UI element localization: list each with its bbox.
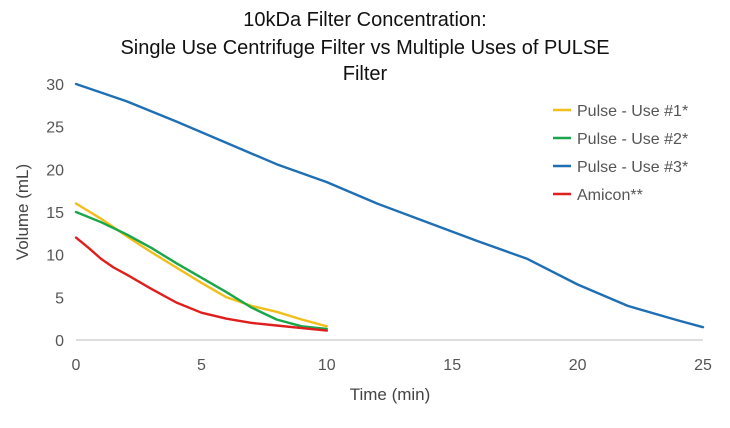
y-tick-label: 15 — [46, 205, 64, 222]
chart-title-line: Filter — [343, 63, 388, 85]
legend-label-1: Pulse - Use #1* — [577, 103, 688, 120]
y-tick-label: 25 — [46, 120, 64, 137]
y-tick-label: 5 — [55, 290, 64, 307]
x-axis-title: Time (min) — [350, 385, 431, 404]
series-line-4 — [74, 236, 328, 332]
y-tick-label: 30 — [46, 77, 64, 94]
y-tick-label: 20 — [46, 162, 64, 179]
x-tick-label: 20 — [569, 357, 587, 374]
chart-title-line: 10kDa Filter Concentration: — [243, 9, 486, 31]
chart-series — [74, 82, 705, 332]
y-tick-label: 0 — [55, 333, 64, 350]
y-axis-title: Volume (mL) — [13, 164, 32, 260]
legend-label-2: Pulse - Use #2* — [577, 131, 688, 148]
legend-label-4: Amicon** — [577, 187, 643, 204]
y-tick-label: 10 — [46, 248, 64, 265]
x-tick-label: 10 — [318, 357, 336, 374]
chart-legend: Pulse - Use #1* Pulse - Use #2* Pulse - Us… — [553, 103, 688, 204]
legend-label-3: Pulse - Use #3* — [577, 159, 688, 176]
series-line-1 — [74, 202, 328, 328]
chart-title-line: Single Use Centrifuge Filter vs Multiple… — [120, 37, 609, 59]
chart-axes: 0 5 10 15 20 25 0 5 10 15 20 25 30 Time (min) Volume (… — [13, 77, 712, 404]
x-tick-label: 25 — [694, 357, 712, 374]
x-tick-label: 0 — [72, 357, 81, 374]
x-tick-label: 5 — [197, 357, 206, 374]
x-tick-label: 15 — [443, 357, 461, 374]
series-line-2 — [74, 210, 328, 331]
chart-title: 10kDa Filter Concentration: Single Use Ce… — [120, 9, 609, 85]
series-line-3 — [74, 82, 705, 329]
